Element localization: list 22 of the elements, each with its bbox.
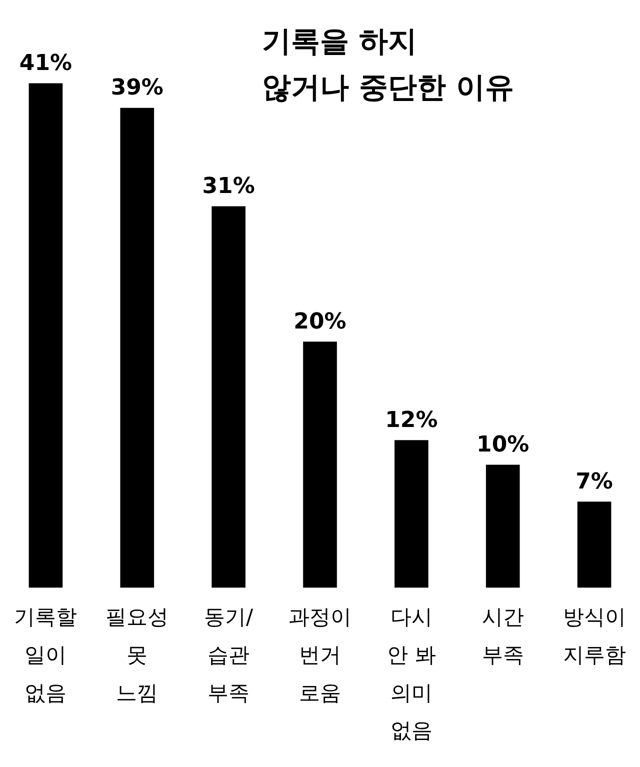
x-tick-label: 다시 안 봐 의미 없음 xyxy=(387,605,436,743)
bar xyxy=(120,108,154,588)
x-tick-label: 과정이 번거 로움 xyxy=(288,605,352,705)
data-label: 10% xyxy=(476,432,530,458)
x-tick-label: 필요성 못 느낌 xyxy=(106,605,169,705)
x-tick-label: 시간 부족 xyxy=(482,605,524,667)
data-label: 12% xyxy=(385,408,438,433)
x-tick-label: 동기/ 습관 부족 xyxy=(204,605,254,705)
data-label: 31% xyxy=(202,174,255,200)
x-tick-label: 방식이 지루함 xyxy=(562,605,626,667)
x-tick-label: 기록할 일이 없음 xyxy=(14,605,78,705)
bar xyxy=(303,342,337,588)
chart-title: 기록을 하지 않거나 중단한 이유 xyxy=(262,23,514,106)
data-label: 20% xyxy=(294,309,346,334)
bar xyxy=(394,440,428,588)
bar xyxy=(28,83,63,588)
data-label: 41% xyxy=(19,50,72,76)
bar xyxy=(486,464,520,588)
bar xyxy=(212,206,246,588)
data-label: 39% xyxy=(110,76,164,101)
data-label: 7% xyxy=(576,469,613,494)
bar xyxy=(577,502,612,588)
